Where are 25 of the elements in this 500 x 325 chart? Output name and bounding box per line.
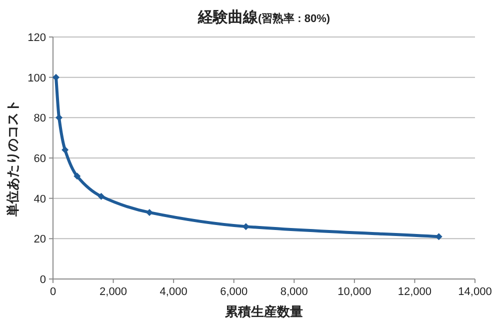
chart-title: 経験曲線 (196, 9, 259, 26)
point (62, 146, 69, 154)
y-tick-label: 120 (28, 32, 46, 44)
chart-subtitle: (習熟率 : 80%) (258, 12, 330, 25)
point (52, 74, 60, 81)
x-axis-title: 累積生産数量 (224, 304, 303, 319)
y-tick-label: 0 (40, 274, 46, 286)
x-tick-label: 10,000 (338, 286, 372, 298)
x-tick-label: 4,000 (160, 286, 188, 298)
point (146, 208, 153, 216)
point (74, 172, 81, 180)
x-tick-label: 0 (50, 286, 56, 298)
y-tick-label: 20 (34, 234, 46, 246)
x-tick-label: 2,000 (100, 286, 128, 298)
x-tick-label: 8,000 (280, 286, 308, 298)
x-tick-label: 6,000 (220, 286, 248, 298)
y-tick-label: 40 (34, 193, 46, 206)
point (98, 192, 105, 200)
y-tick-label: 60 (34, 153, 46, 165)
y-tick-label: 100 (28, 72, 46, 84)
x-tick-label: 14,000 (458, 286, 492, 298)
point (242, 223, 250, 230)
y-tick-label: 80 (34, 112, 46, 125)
y-axis-title: 単位あたりのコスト (5, 100, 20, 218)
x-tick-label: 12,000 (398, 286, 432, 298)
